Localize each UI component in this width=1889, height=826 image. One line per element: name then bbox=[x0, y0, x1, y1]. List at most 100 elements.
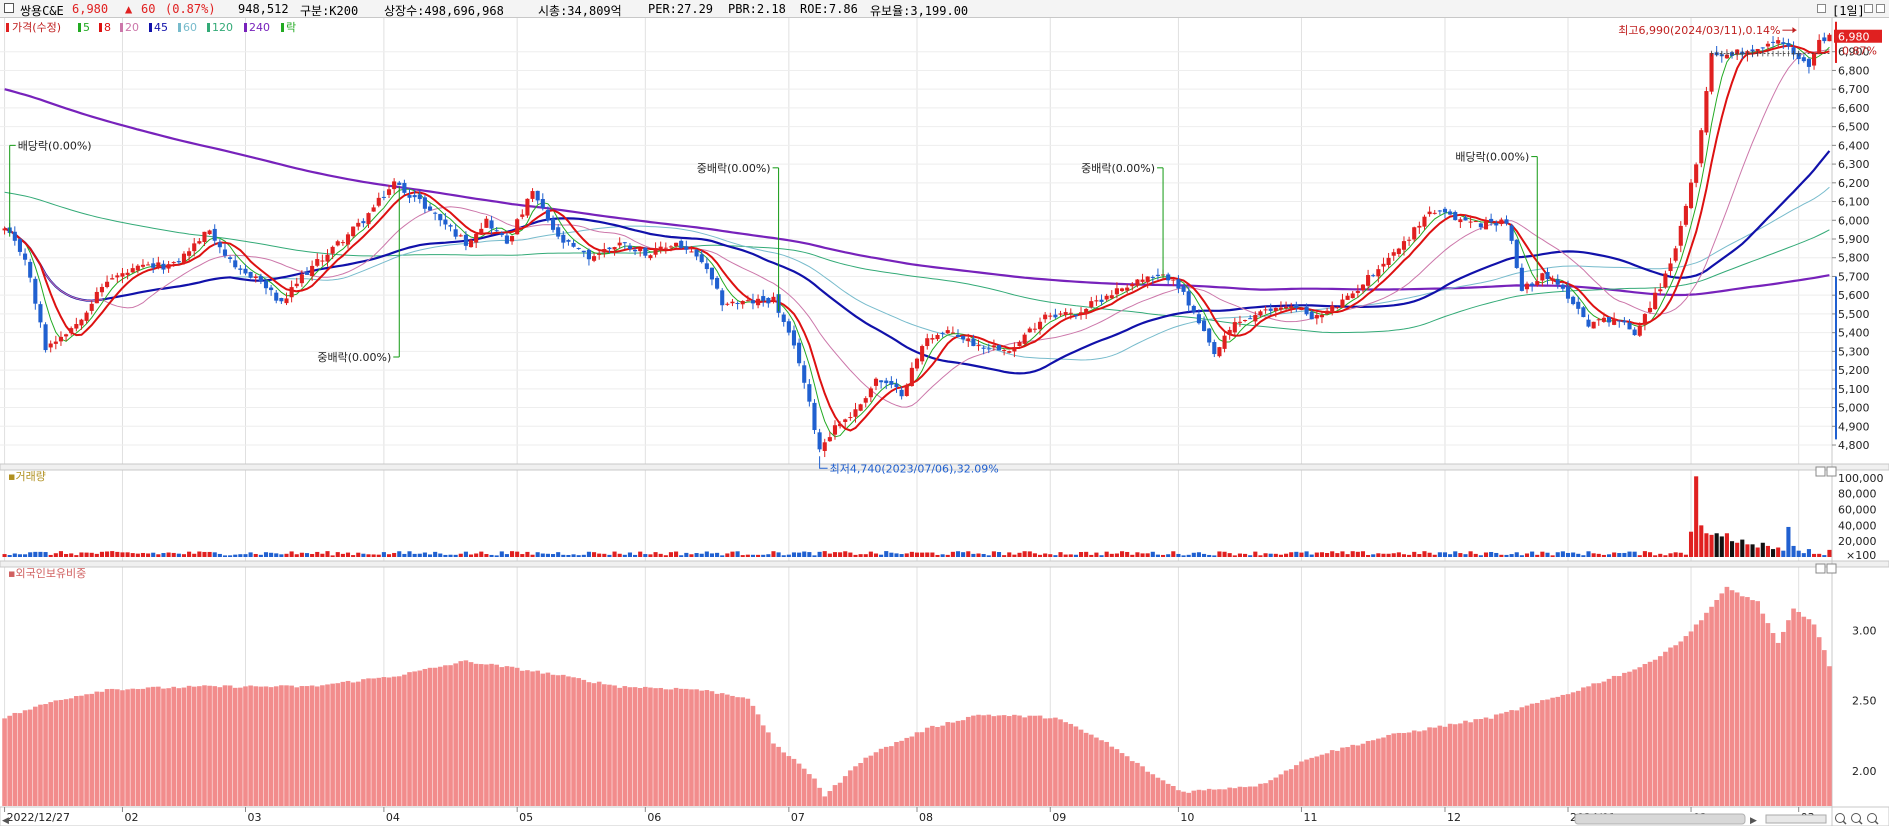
date-tick-label: 06 bbox=[647, 811, 661, 824]
chart-controls[interactable]: ◀ ▶ bbox=[2, 466, 1879, 826]
candle bbox=[1801, 54, 1806, 63]
foreign-bar bbox=[402, 674, 407, 806]
foreign-panel-close-button[interactable] bbox=[1826, 563, 1837, 574]
foreign-bar bbox=[1432, 727, 1438, 806]
foreign-bar bbox=[678, 688, 684, 806]
candle-body bbox=[217, 242, 222, 248]
window-min-button[interactable] bbox=[1817, 4, 1826, 13]
foreign-panel-min-button[interactable] bbox=[1815, 563, 1826, 574]
candle bbox=[1786, 38, 1791, 50]
date-tick-label: 05 bbox=[519, 811, 533, 824]
legend-swatch-3 bbox=[149, 23, 152, 32]
volume-bar bbox=[1509, 554, 1514, 557]
stock-chart[interactable]: 가격(수정) 5 8 20 45 60 120 240 락 배당락(0.00%)중배락(0.00… bbox=[0, 18, 1889, 826]
volume-bar bbox=[996, 552, 1002, 557]
foreign-bar bbox=[1570, 692, 1576, 806]
candle bbox=[1812, 52, 1817, 70]
foreign-bar bbox=[653, 688, 658, 806]
foreign-bar bbox=[1688, 631, 1694, 806]
candle bbox=[325, 249, 330, 267]
foreign-bar bbox=[1442, 726, 1448, 806]
candle bbox=[58, 331, 63, 346]
zoom-out-icon[interactable] bbox=[1835, 813, 1845, 823]
foreign-bar bbox=[89, 693, 95, 806]
volume-bar bbox=[1073, 554, 1078, 557]
foreign-bar bbox=[1114, 749, 1120, 806]
foreign-bar bbox=[1406, 732, 1412, 806]
foreign-bar bbox=[1632, 669, 1637, 806]
zoom-reset-icon[interactable] bbox=[1867, 813, 1877, 823]
candle-body bbox=[843, 419, 848, 422]
foreign-bar bbox=[632, 687, 638, 806]
candle-body bbox=[1612, 318, 1617, 325]
window-close-button[interactable] bbox=[1876, 4, 1885, 13]
candlesticks bbox=[2, 32, 1832, 458]
candle bbox=[1668, 257, 1673, 276]
volume-bar bbox=[1181, 555, 1186, 557]
candle bbox=[187, 247, 192, 263]
foreign-bar bbox=[560, 674, 566, 806]
foreign-bar bbox=[1217, 789, 1222, 806]
foreign-bar bbox=[325, 684, 330, 806]
candle-body bbox=[1458, 219, 1463, 223]
zoom-slider[interactable] bbox=[1765, 814, 1827, 824]
candle-body bbox=[289, 287, 294, 298]
candle bbox=[930, 334, 935, 344]
candle-body bbox=[1289, 306, 1294, 308]
volume-panel-close-button[interactable] bbox=[1826, 466, 1837, 477]
scroll-thumb[interactable] bbox=[1574, 813, 1746, 825]
candle-body bbox=[802, 365, 807, 383]
price-tick-label: 5,200 bbox=[1838, 364, 1870, 377]
stock-info-bar: 쌍용C&E 6,980 ▲ 60 (0.87%) 948,512 구분:K200… bbox=[0, 0, 1889, 18]
date-tick-label: 2022/12/27 bbox=[7, 811, 70, 824]
foreign-bar bbox=[832, 785, 838, 806]
foreign-bar bbox=[1786, 620, 1791, 806]
volume-bar bbox=[1694, 476, 1699, 557]
volume-bar bbox=[1196, 552, 1201, 557]
volume-bar bbox=[976, 553, 981, 557]
candle-body bbox=[525, 198, 530, 216]
foreign-bar bbox=[1294, 765, 1299, 806]
period-button[interactable]: [1일] bbox=[1832, 4, 1865, 18]
foreign-bar bbox=[955, 720, 961, 806]
volume-panel-min-button[interactable] bbox=[1815, 466, 1826, 477]
volume-bar bbox=[1145, 553, 1150, 557]
candle bbox=[576, 247, 581, 250]
foreign-bar bbox=[658, 687, 664, 806]
candle-body bbox=[1545, 272, 1550, 280]
candle bbox=[130, 263, 135, 273]
volume-bar bbox=[1294, 551, 1299, 557]
candle bbox=[238, 265, 243, 275]
foreign-bar bbox=[350, 682, 356, 806]
candle bbox=[1494, 220, 1499, 232]
volume-bar bbox=[28, 552, 33, 557]
volume-bar bbox=[663, 555, 668, 557]
volume-bar bbox=[1663, 555, 1668, 557]
zoom-in-icon[interactable] bbox=[1851, 813, 1861, 823]
window-restore-button[interactable] bbox=[1864, 4, 1873, 13]
select-checkbox[interactable] bbox=[4, 3, 14, 13]
foreign-bar bbox=[207, 685, 212, 806]
candle bbox=[709, 267, 715, 286]
candle-body bbox=[1032, 328, 1037, 330]
volume-bar bbox=[1448, 554, 1453, 557]
volume-bar bbox=[1519, 555, 1524, 557]
foreign-bar bbox=[842, 776, 848, 806]
candle bbox=[889, 376, 894, 389]
foreign-bar bbox=[719, 693, 725, 806]
candle bbox=[1683, 203, 1688, 227]
volume-bar bbox=[617, 553, 622, 557]
candle bbox=[873, 377, 879, 391]
volume-bar bbox=[192, 553, 197, 557]
candle-body bbox=[791, 330, 797, 346]
candle-body bbox=[58, 336, 63, 342]
candle bbox=[1027, 326, 1032, 333]
volume-bar bbox=[592, 552, 597, 557]
foreign-bar bbox=[1314, 756, 1320, 806]
foreign-bar bbox=[1575, 690, 1581, 806]
candle bbox=[627, 243, 632, 252]
foreign-bar bbox=[684, 688, 689, 806]
candle bbox=[1130, 282, 1135, 291]
last-price-box bbox=[1834, 29, 1882, 43]
candle bbox=[515, 218, 520, 235]
